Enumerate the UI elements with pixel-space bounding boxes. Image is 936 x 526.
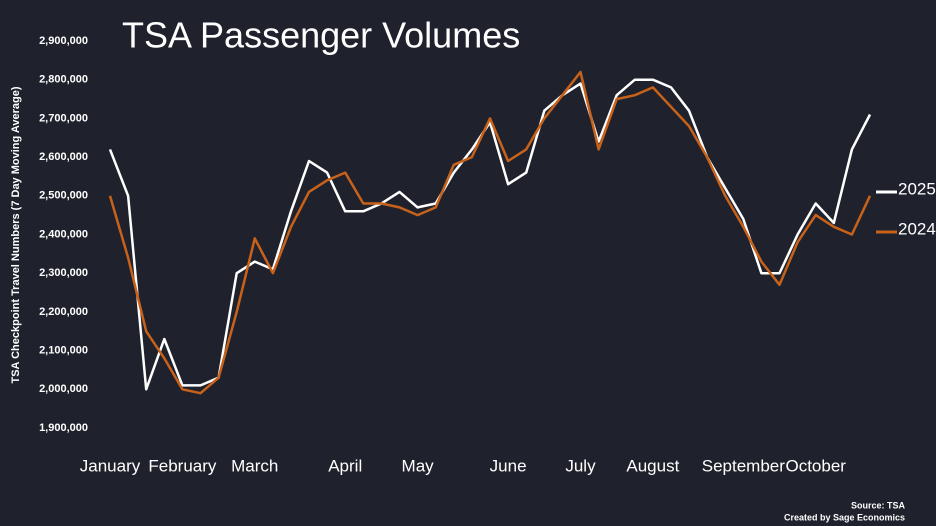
x-tick-label: January <box>80 456 141 475</box>
x-tick-label: May <box>402 456 435 475</box>
y-tick-label: 2,100,000 <box>39 345 88 357</box>
chart-title: TSA Passenger Volumes <box>122 15 520 56</box>
y-tick-label: 2,900,000 <box>39 35 88 47</box>
series-line <box>108 78 872 391</box>
y-tick-label: 2,200,000 <box>39 306 88 318</box>
y-tick-label: 2,400,000 <box>39 228 88 240</box>
y-tick-label: 2,700,000 <box>39 112 88 124</box>
y-tick-label: 2,600,000 <box>39 151 88 163</box>
x-tick-label: March <box>231 456 278 475</box>
x-tick-label: February <box>148 456 217 475</box>
y-tick-label: 2,000,000 <box>39 383 88 395</box>
legend-label: 2024 <box>898 219 936 238</box>
x-tick-label: July <box>565 456 596 475</box>
source: Source: TSA <box>851 500 906 510</box>
y-axis-label: TSA Checkpoint Travel Numbers (7 Day Mov… <box>10 86 22 383</box>
credit: Created by Sage Economics <box>784 512 905 522</box>
x-tick-label: September <box>702 456 785 475</box>
legend-label: 2025 <box>898 179 936 198</box>
y-tick-label: 2,500,000 <box>39 190 88 202</box>
y-tick-label: 1,900,000 <box>39 422 88 434</box>
x-tick-label: August <box>626 456 679 475</box>
x-tick-label: October <box>785 456 846 475</box>
series-line <box>108 70 872 395</box>
y-tick-label: 2,300,000 <box>39 267 88 279</box>
y-tick-label: 2,800,000 <box>39 74 88 86</box>
x-tick-label: June <box>490 456 527 475</box>
x-tick-label: April <box>328 456 362 475</box>
